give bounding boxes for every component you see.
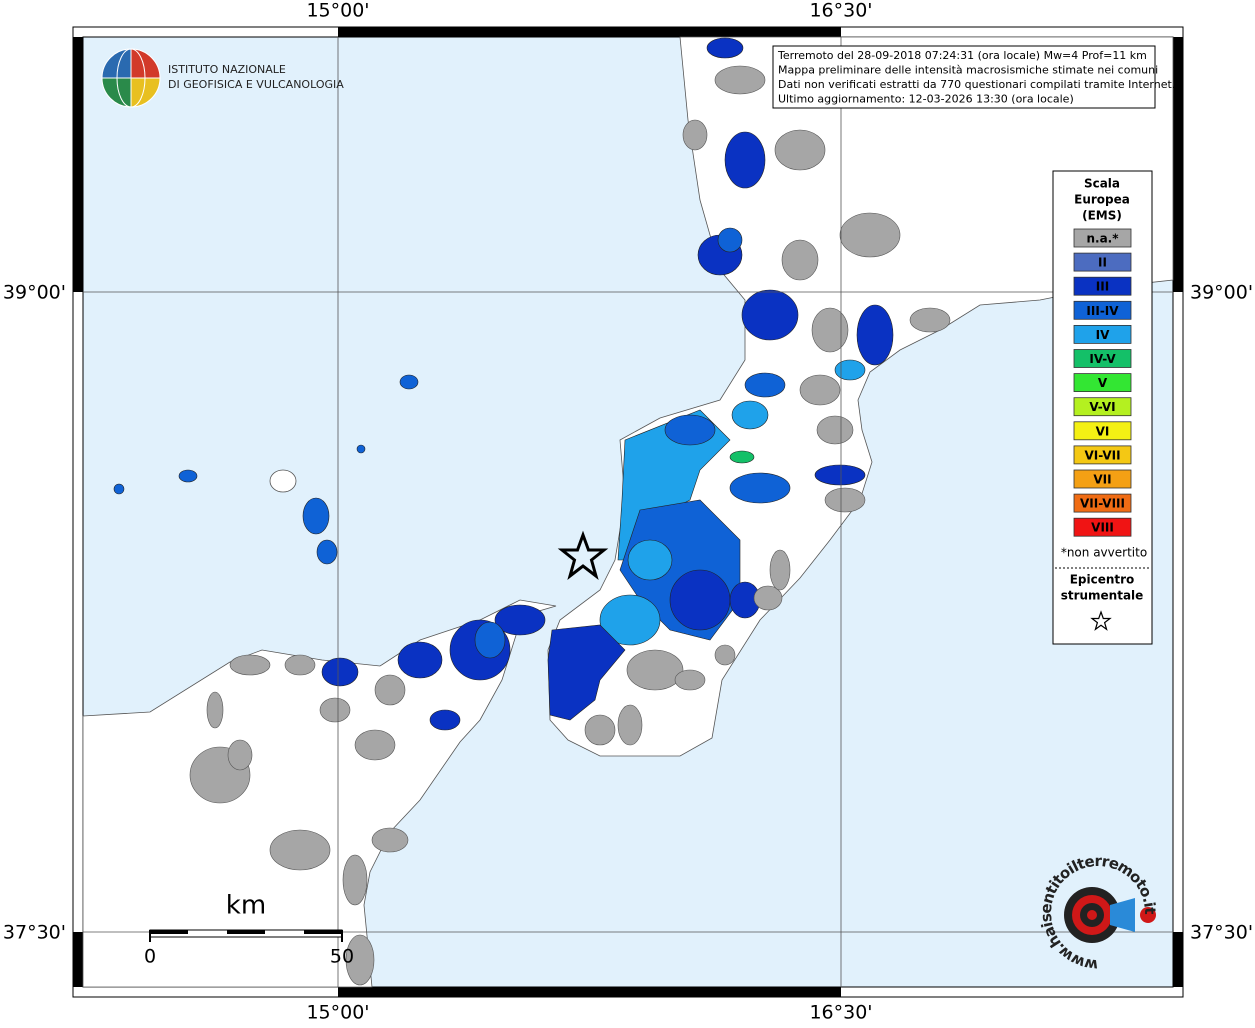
legend-epicenter-star [1090, 610, 1112, 631]
scale-label: 0 [144, 946, 156, 968]
lon-label: 15°00' [306, 1002, 369, 1024]
legend-swatch [1073, 469, 1132, 489]
legend-label: III [1096, 280, 1109, 294]
info-line: Dati non verificati estratti da 770 ques… [778, 78, 1175, 91]
lat-label: 39°00' [3, 282, 66, 304]
lon-label: 15°00' [306, 0, 369, 22]
epicenter [557, 530, 609, 580]
legend-label: II [1098, 256, 1107, 270]
legend-note: *non avvertito [1061, 546, 1147, 560]
legend-title: Europea [1074, 193, 1130, 207]
legend-swatch [1073, 373, 1132, 393]
legend-swatch [1073, 324, 1132, 344]
scale-unit: km [226, 891, 266, 921]
legend-swatch [1073, 517, 1132, 537]
legend-label: III-IV [1086, 304, 1119, 318]
legend-label: V [1098, 376, 1108, 390]
legend-label: V-VI [1089, 400, 1115, 414]
scale-label: 50 [330, 946, 354, 968]
legend-swatch [1073, 300, 1132, 320]
info-line: Mappa preliminare delle intensità macros… [778, 64, 1158, 77]
legend-label: VII-VIII [1080, 497, 1125, 511]
legend-swatch [1073, 397, 1132, 417]
logo-text: ISTITUTO NAZIONALE [168, 63, 286, 76]
legend-epicenter-title: strumentale [1061, 589, 1144, 603]
info-line: Terremoto del 28-09-2018 07:24:31 (ora l… [777, 49, 1147, 62]
legend-swatch [1073, 349, 1132, 368]
lon-label: 16°30' [809, 1002, 872, 1024]
legend-label: VII [1093, 473, 1111, 487]
info-box [772, 45, 1156, 109]
legend-swatch [1073, 228, 1132, 248]
legend-swatch [1073, 493, 1132, 513]
legend-swatch [1073, 421, 1132, 441]
ingv-logo: ISTITUTO NAZIONALE DI GEOFISICA E VULCAN… [101, 48, 344, 108]
info-line: Ultimo aggiornamento: 12-03-2026 13:30 (… [778, 93, 1074, 106]
municipality-patches [189, 37, 951, 986]
legend-swatch [1073, 276, 1132, 296]
legend-label: VIII [1091, 521, 1114, 535]
info-lines: Terremoto del 28-09-2018 07:24:31 (ora l… [777, 49, 1175, 106]
legend-swatch [1073, 252, 1132, 272]
legend: ScalaEuropea(EMS)n.a.*IIIIIIII-IVIVIV-VV… [1061, 177, 1147, 631]
legend-label: IV [1096, 328, 1110, 342]
logo-text: DI GEOFISICA E VULCANOLOGIA [168, 78, 344, 91]
frame-bars [73, 27, 1183, 997]
legend-label: VI [1096, 424, 1110, 438]
legend-label: VI-VII [1084, 448, 1120, 462]
islands [113, 374, 419, 565]
scale-bar: km 0 50 [144, 891, 354, 968]
legend-epicenter-title: Epicentro [1070, 573, 1135, 587]
legend-swatch [1073, 445, 1132, 465]
lon-label: 16°30' [809, 0, 872, 22]
legend-label: IV-V [1089, 352, 1116, 366]
lat-label: 37°30' [1190, 922, 1253, 944]
legend-title: Scala [1084, 177, 1120, 191]
legend-label: n.a.* [1086, 232, 1119, 246]
legend-title: (EMS) [1082, 209, 1122, 223]
lat-label: 39°00' [1190, 282, 1253, 304]
lat-label: 37°30' [3, 922, 66, 944]
